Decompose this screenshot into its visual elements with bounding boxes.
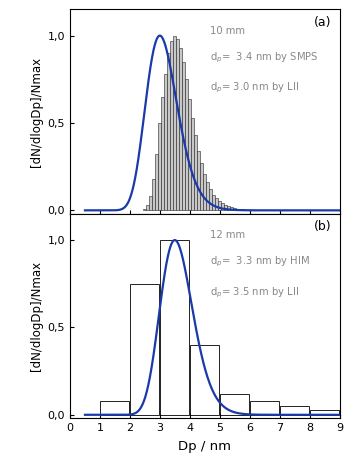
Bar (215, 198, 218, 211)
Text: 12 mm: 12 mm (210, 230, 245, 240)
Bar (160, 240, 189, 415)
Bar (167, 53, 170, 211)
Bar (147, 205, 149, 211)
Text: d$_p$=  3.4 nm by SMPS: d$_p$= 3.4 nm by SMPS (210, 50, 318, 65)
Bar (130, 284, 159, 415)
Bar (280, 406, 309, 415)
Bar (242, 209, 245, 211)
Bar (201, 163, 203, 211)
Bar (182, 62, 185, 211)
Text: 10 mm: 10 mm (210, 26, 245, 36)
Bar (159, 123, 161, 211)
Bar (245, 210, 248, 211)
Bar (250, 401, 279, 415)
Y-axis label: [dN/dlogDp]/Nmax: [dN/dlogDp]/Nmax (30, 261, 43, 371)
Bar (186, 79, 188, 211)
Bar (228, 206, 230, 211)
Bar (100, 401, 130, 415)
Bar (191, 118, 194, 211)
Bar (144, 209, 146, 211)
Text: d$_p$= 3.5 nm by LII: d$_p$= 3.5 nm by LII (210, 285, 299, 300)
Bar (190, 345, 219, 415)
Bar (170, 41, 173, 211)
Text: d$_p$=  3.3 nm by HIM: d$_p$= 3.3 nm by HIM (210, 255, 310, 269)
Text: (a): (a) (314, 16, 331, 29)
Bar (164, 74, 167, 211)
Bar (230, 207, 233, 211)
Bar (155, 155, 158, 211)
Bar (233, 208, 236, 211)
Bar (197, 151, 200, 211)
Bar (248, 210, 251, 211)
Bar (239, 209, 242, 211)
Bar (194, 135, 197, 211)
Bar (161, 97, 164, 211)
Bar (224, 205, 227, 211)
Bar (218, 201, 221, 211)
Text: (b): (b) (314, 220, 331, 233)
Bar (174, 36, 176, 211)
Bar (236, 209, 239, 211)
Bar (176, 39, 179, 211)
Bar (220, 394, 249, 415)
Text: d$_p$= 3.0 nm by LII: d$_p$= 3.0 nm by LII (210, 81, 299, 95)
Bar (180, 48, 182, 211)
Bar (188, 99, 191, 211)
Bar (221, 204, 224, 211)
Bar (153, 179, 155, 211)
Bar (203, 173, 206, 211)
Bar (149, 196, 152, 211)
Y-axis label: [dN/dlogDp]/Nmax: [dN/dlogDp]/Nmax (30, 56, 43, 167)
Bar (209, 189, 212, 211)
Bar (310, 409, 339, 415)
Bar (206, 182, 209, 211)
Bar (212, 195, 215, 211)
X-axis label: Dp / nm: Dp / nm (178, 440, 231, 453)
